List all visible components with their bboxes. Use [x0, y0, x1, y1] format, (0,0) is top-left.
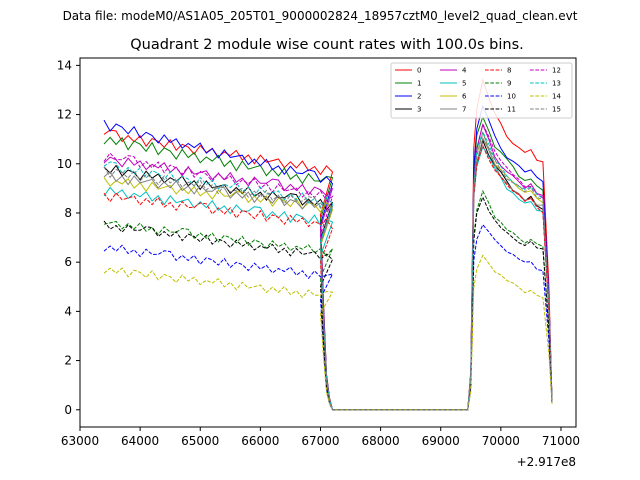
legend-label: 9: [507, 80, 511, 88]
x-tick-label: 71000: [542, 434, 580, 448]
legend-label: 7: [462, 106, 466, 114]
legend-label: 6: [462, 93, 467, 101]
x-tick-label: 69000: [422, 434, 460, 448]
legend-box: [390, 62, 573, 119]
series-line-4: [103, 123, 553, 411]
y-tick-label: 14: [57, 58, 72, 72]
legend-label: 8: [507, 67, 511, 75]
legend-label: 10: [507, 93, 516, 101]
series-line-2: [103, 104, 553, 411]
series-line-8: [103, 144, 553, 411]
x-tick-label: 64000: [121, 434, 159, 448]
y-tick-label: 12: [57, 108, 72, 122]
legend-label: 3: [417, 106, 421, 114]
x-tick-label: 63000: [61, 434, 99, 448]
chart-title: Quadrant 2 module wise count rates with …: [130, 37, 524, 53]
legend-label: 14: [552, 93, 561, 101]
y-tick-label: 4: [64, 304, 72, 318]
legend-label: 13: [552, 80, 561, 88]
suptitle: Data file: modeM0/AS1A05_205T01_90000028…: [63, 9, 578, 23]
plot-area: [80, 58, 576, 427]
series-line-15: [103, 131, 553, 411]
series-line-7: [103, 136, 553, 411]
x-tick-label: 70000: [482, 434, 520, 448]
y-axis: 0 2 4 6 8 10 12 14: [57, 58, 80, 417]
x-tick-label: 68000: [362, 434, 400, 448]
series-line-5: [103, 145, 553, 411]
x-tick-label: 67000: [301, 434, 339, 448]
y-tick-label: 2: [64, 354, 72, 368]
x-offset-label: +2.917e8: [517, 455, 576, 469]
legend-label: 1: [417, 80, 421, 88]
series-line-13: [103, 130, 553, 411]
legend-label: 15: [552, 106, 561, 114]
series-line-14: [103, 254, 553, 411]
y-tick-label: 8: [64, 206, 72, 220]
x-axis: 63000 64000 65000 66000 67000 68000 69000 70000…: [61, 427, 580, 448]
x-tick-label: 66000: [241, 434, 279, 448]
series-line-10: [103, 223, 553, 411]
legend-label: 11: [507, 106, 516, 114]
y-tick-label: 6: [64, 255, 72, 269]
series-line-9: [103, 189, 553, 411]
series-line-12: [103, 122, 553, 411]
y-tick-label: 0: [64, 403, 72, 417]
plot-frame: [79, 57, 577, 428]
x-tick-label: 65000: [181, 434, 219, 448]
y-tick-label: 10: [57, 157, 72, 171]
series-line-1: [103, 115, 553, 411]
series-layer: [103, 78, 553, 411]
legend-label: 12: [552, 67, 561, 75]
legend-label: 4: [462, 67, 467, 75]
legend-label: 2: [417, 93, 421, 101]
legend-label: 0: [417, 67, 421, 75]
series-line-11: [103, 195, 553, 411]
legend-label: 5: [462, 80, 466, 88]
